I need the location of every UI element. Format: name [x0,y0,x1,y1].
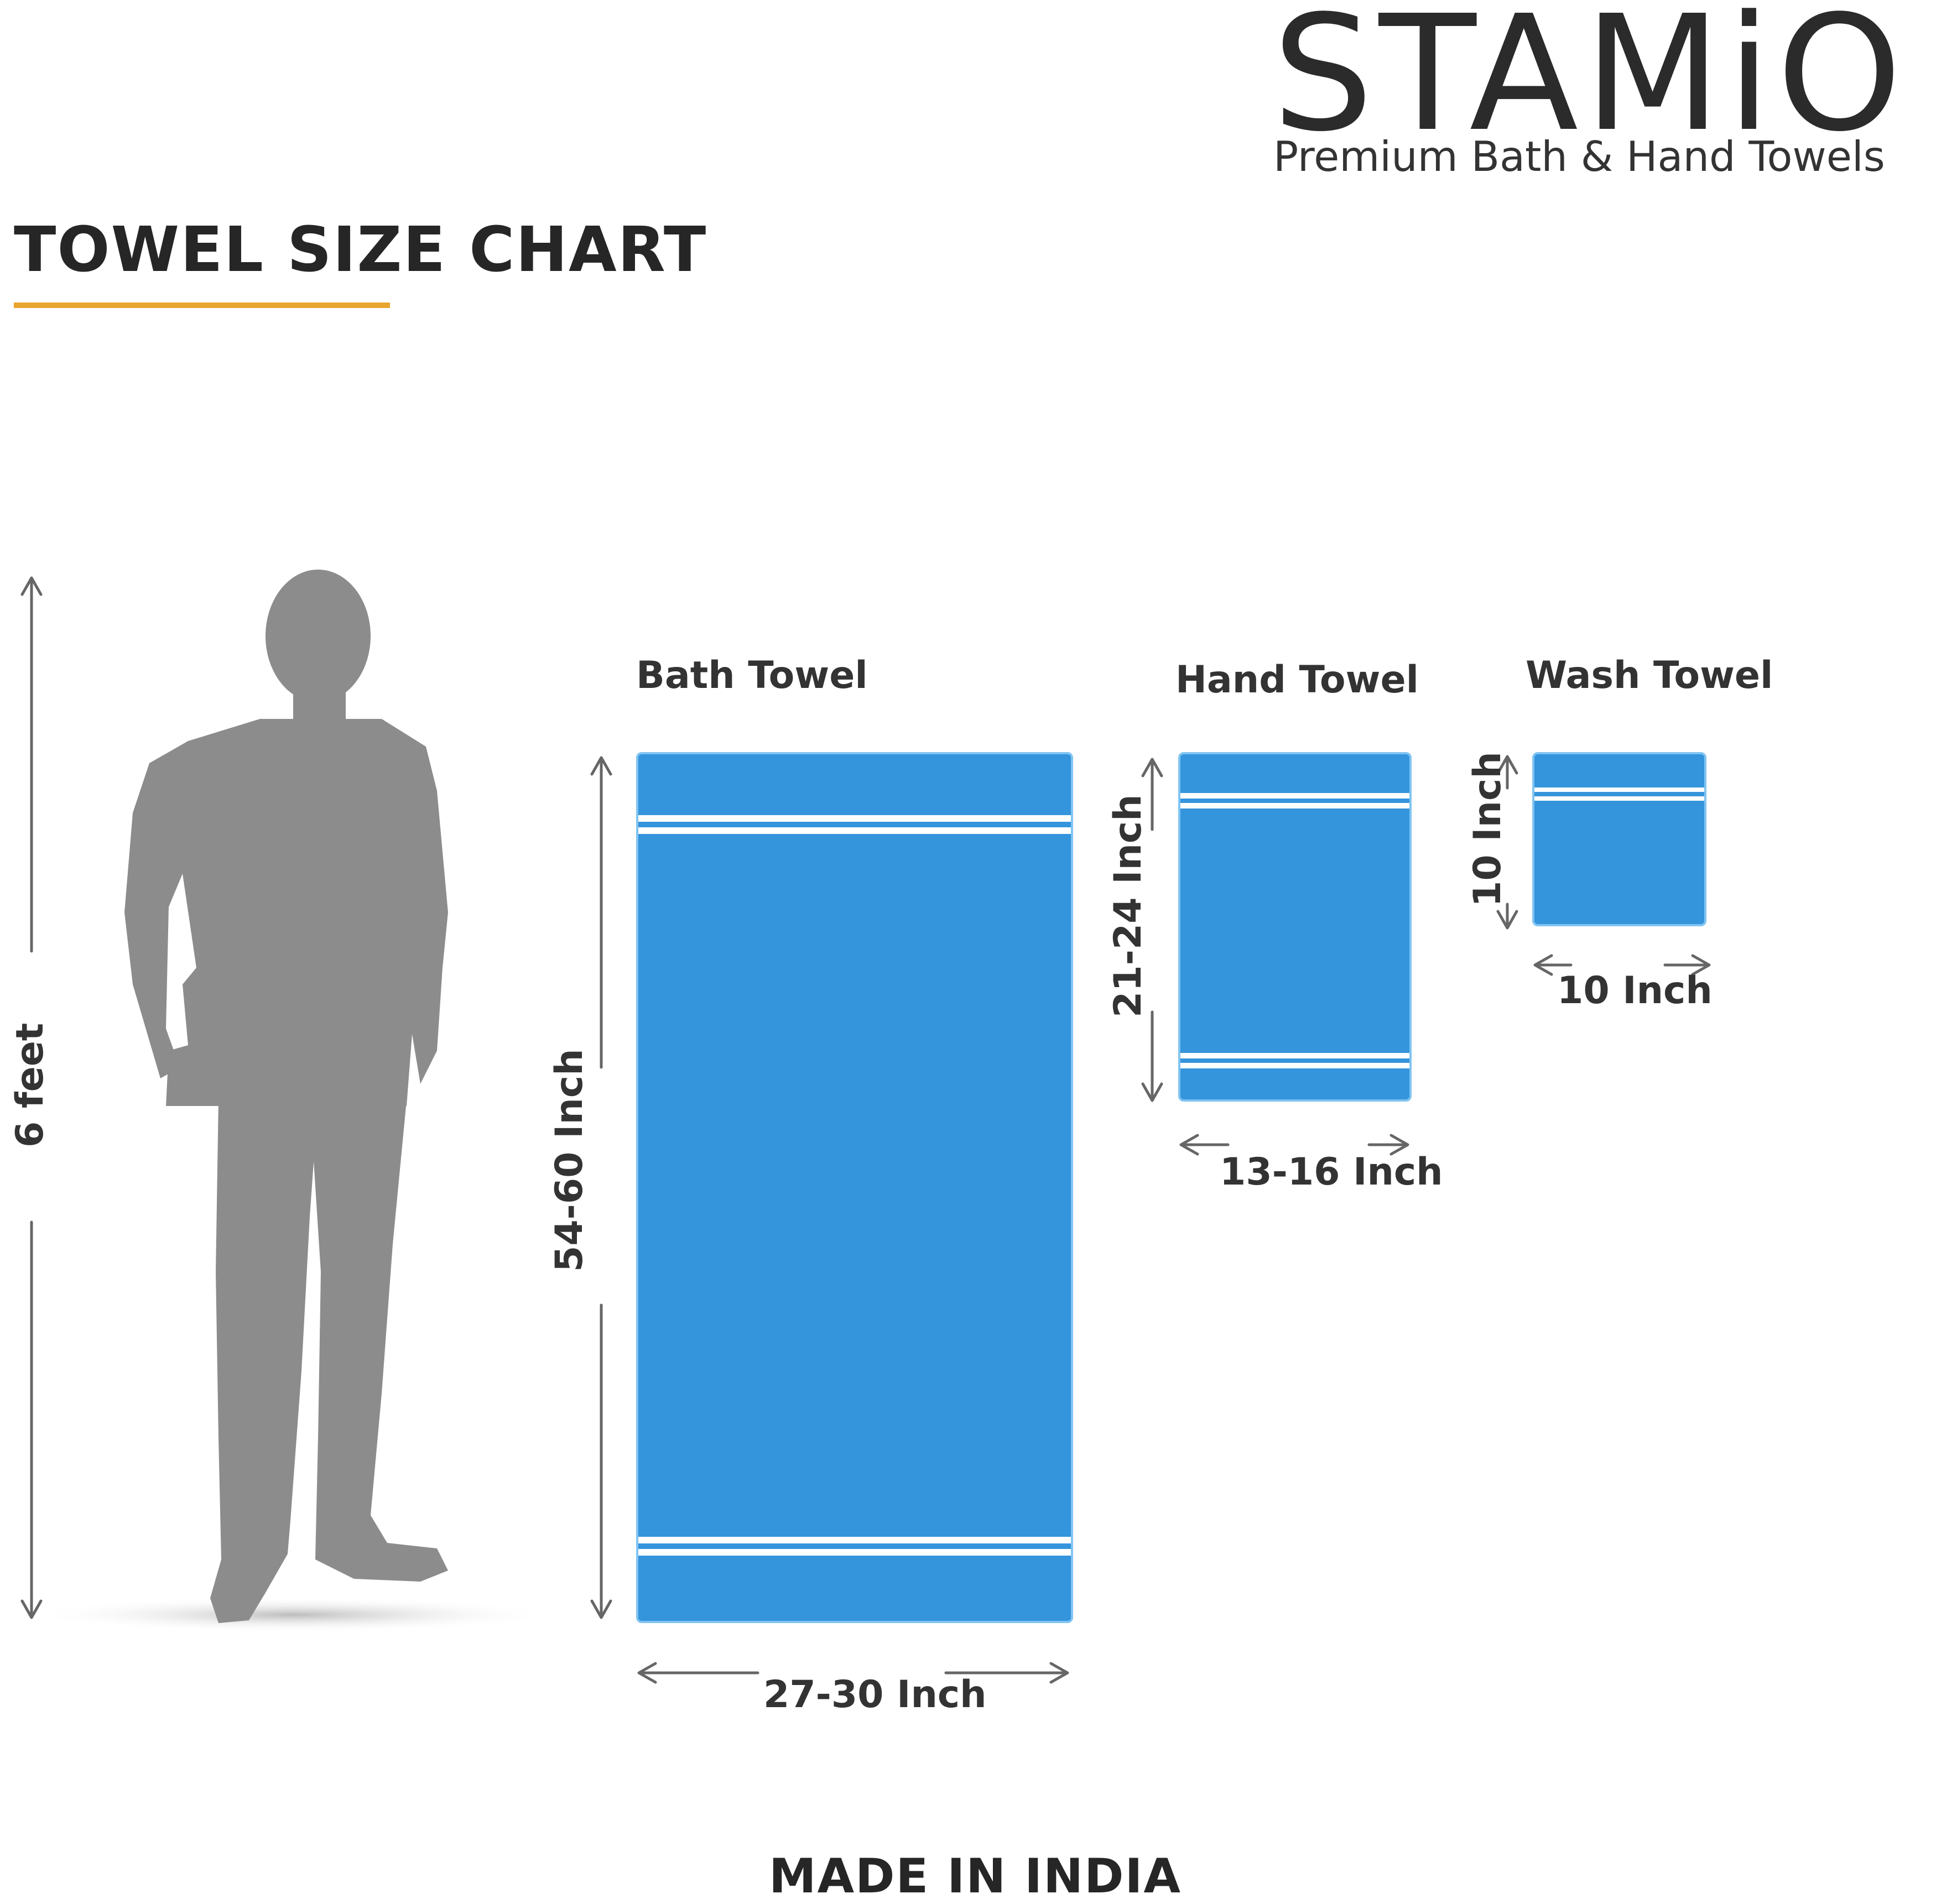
wash-towel-title: Wash Towel [1526,654,1773,697]
bath-towel-title: Bath Towel [636,654,868,697]
person-height-label: 6 feet [8,1023,52,1147]
bath-towel-image [636,752,1073,1623]
wash-towel-length-label: 10 Inch [1466,752,1510,907]
hand-towel-image [1178,752,1412,1102]
hand-towel-length-label: 21-24 Inch [1106,794,1150,1018]
bath-towel-width-label: 27-30 Inch [763,1673,987,1717]
wash-towel-width-label: 10 Inch [1557,969,1713,1013]
wash-towel-image [1532,752,1706,926]
bath-towel-length-label: 54-60 Inch [548,1048,591,1272]
hand-towel-title: Hand Towel [1175,658,1419,702]
title-underline [14,302,390,308]
person-silhouette-icon [33,570,553,1632]
page-title: TOWEL SIZE CHART [14,214,707,286]
made-in-label: MADE IN INDIA [769,1849,1182,1904]
brand-logo: STAMiO [1272,0,1908,166]
brand-tagline: Premium Bath & Hand Towels [1273,132,1885,181]
hand-towel-width-label: 13-16 Inch [1220,1150,1443,1194]
